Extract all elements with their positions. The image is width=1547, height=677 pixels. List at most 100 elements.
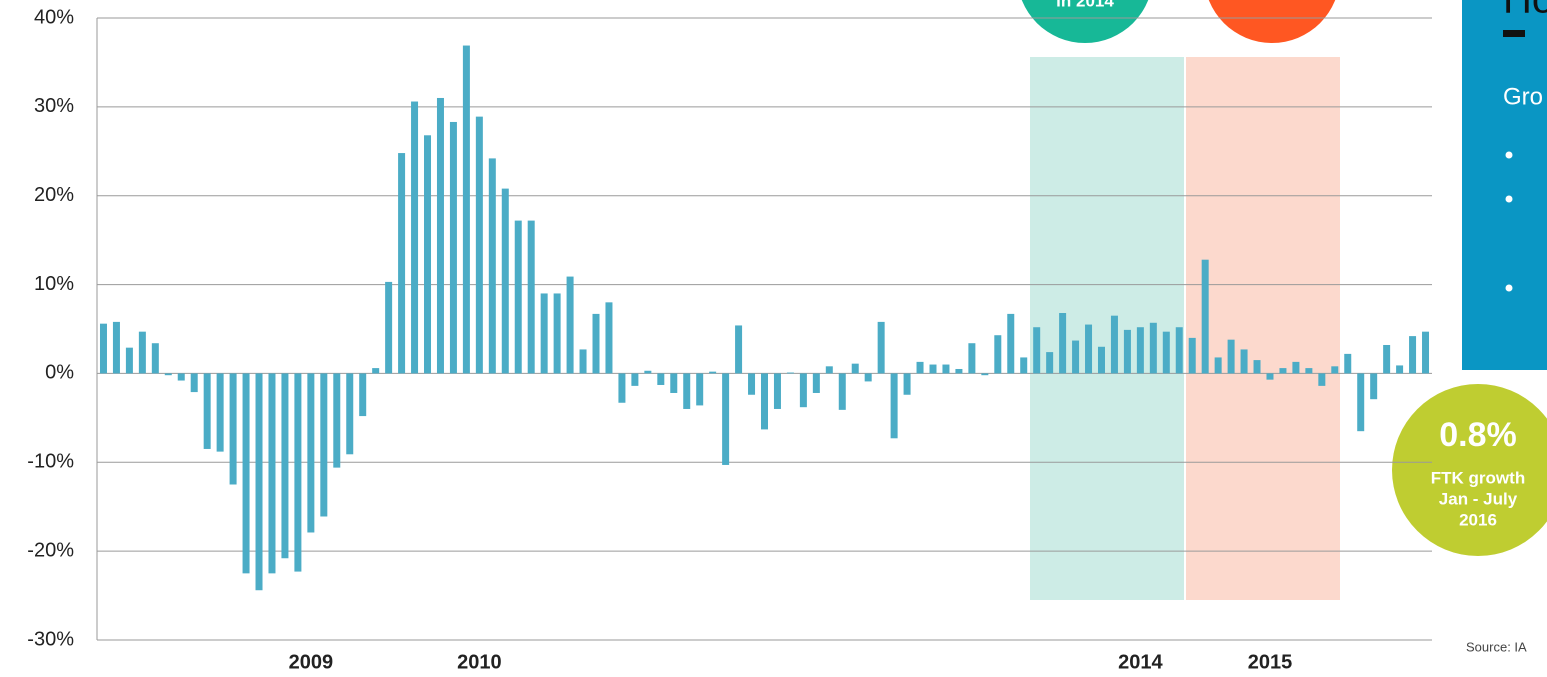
highlight-2014 — [1030, 57, 1184, 600]
x-tick-label: 2010 — [457, 651, 502, 673]
bar — [307, 373, 315, 533]
bar — [138, 331, 146, 374]
bar — [579, 349, 587, 374]
bar — [657, 373, 665, 385]
bar — [1059, 313, 1067, 374]
y-tick-label: 40% — [34, 6, 74, 28]
bar — [1033, 327, 1041, 374]
growth-text: FTK growth — [1431, 468, 1525, 487]
bar — [851, 363, 859, 374]
bar — [968, 343, 976, 374]
bar — [825, 366, 833, 374]
bar — [411, 101, 419, 374]
bar — [1097, 346, 1105, 374]
bar — [994, 335, 1002, 374]
bar — [942, 364, 950, 374]
bar — [929, 364, 937, 374]
bar — [1292, 361, 1300, 374]
bar — [1318, 373, 1326, 386]
bar — [903, 373, 911, 395]
bar — [773, 373, 781, 409]
x-tick-label: 2009 — [289, 651, 334, 673]
bar — [1046, 352, 1054, 374]
bar — [1072, 340, 1080, 374]
dash — [1503, 30, 1525, 37]
bar — [696, 373, 704, 406]
bar — [618, 373, 626, 403]
bar — [268, 373, 276, 574]
bar — [462, 45, 470, 374]
bar — [346, 373, 354, 455]
bar — [1162, 331, 1170, 374]
bar — [981, 373, 989, 376]
bar — [190, 373, 198, 393]
panel-title: Ho — [1503, 0, 1547, 22]
bar — [1305, 368, 1313, 374]
bar — [786, 372, 794, 374]
y-tick-label: -30% — [27, 628, 74, 650]
bar — [735, 325, 743, 374]
growth-text: 2016 — [1459, 510, 1497, 529]
bar — [1149, 322, 1157, 374]
bar — [527, 220, 535, 374]
bar — [955, 368, 963, 374]
bar — [1396, 365, 1404, 374]
bar — [177, 373, 185, 381]
bar — [1370, 373, 1378, 400]
bar — [294, 373, 302, 572]
bar — [1357, 373, 1365, 432]
bar — [812, 373, 820, 393]
bar — [359, 373, 367, 417]
bar — [475, 116, 483, 374]
bar — [99, 323, 107, 374]
bullet — [1505, 151, 1513, 159]
bar — [1123, 329, 1131, 374]
y-tick-label: 0% — [45, 362, 74, 384]
bar — [916, 361, 924, 374]
bar — [1007, 313, 1015, 374]
bar — [1227, 339, 1235, 374]
bar — [592, 313, 600, 374]
x-tick-label: 2014 — [1118, 651, 1163, 673]
bar — [722, 373, 730, 465]
bar — [385, 281, 393, 374]
y-tick-label: -20% — [27, 539, 74, 561]
bar — [890, 373, 898, 439]
bar — [553, 293, 561, 374]
bar — [281, 373, 289, 559]
bar — [125, 347, 133, 374]
bar — [644, 370, 652, 374]
orange-circle — [1208, 0, 1336, 43]
bullet — [1505, 284, 1513, 292]
bar — [670, 373, 678, 393]
growth-text: Jan - July — [1439, 489, 1518, 508]
bar — [864, 373, 872, 382]
bar — [1136, 327, 1144, 374]
bar — [1279, 368, 1287, 374]
bar — [436, 97, 444, 374]
bar — [1344, 353, 1352, 374]
bar — [1383, 344, 1391, 374]
bar — [320, 373, 328, 517]
bar — [488, 158, 496, 374]
bar — [255, 373, 263, 591]
bar — [709, 371, 717, 374]
bar — [1266, 373, 1274, 380]
bar — [424, 135, 432, 374]
bar — [1253, 360, 1261, 374]
bar — [1201, 259, 1209, 374]
bar — [514, 220, 522, 374]
highlight-2015 — [1186, 57, 1340, 600]
growth-value: 0.8% — [1439, 416, 1517, 454]
bar — [449, 121, 457, 374]
bar — [540, 293, 548, 374]
bar — [1240, 349, 1248, 374]
bar — [566, 276, 574, 374]
x-tick-label: 2015 — [1248, 651, 1293, 673]
bar — [1422, 331, 1430, 374]
bar — [1175, 327, 1183, 374]
bar — [216, 373, 224, 452]
bar — [112, 321, 120, 374]
bar — [1188, 337, 1196, 374]
bar — [1020, 357, 1028, 374]
